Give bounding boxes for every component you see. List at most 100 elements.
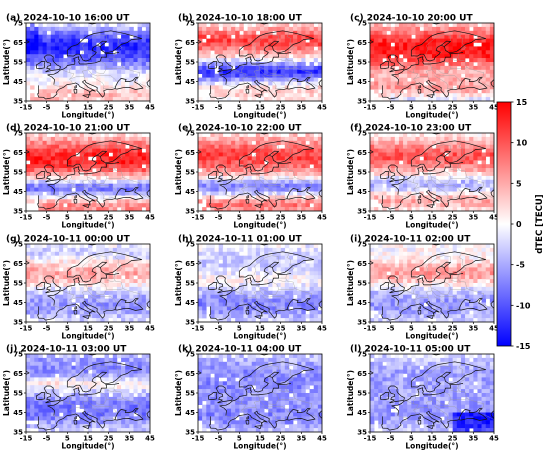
panel-title: (k) 2024-10-11 04:00 UT — [178, 345, 302, 355]
x-tick-label: -5 — [387, 214, 395, 222]
x-tick-label: -15 — [364, 214, 377, 222]
y-tick-label: 55 — [13, 390, 23, 398]
panel-title: (i) 2024-10-11 02:00 UT — [350, 235, 471, 245]
x-axis-label: Longitude(°) — [405, 332, 458, 341]
x-tick-label: -15 — [364, 104, 377, 112]
coastlines — [26, 354, 150, 431]
x-tick-label: 15 — [255, 104, 265, 112]
x-tick-label: 25 — [448, 435, 458, 443]
x-tick-label: -5 — [215, 435, 223, 443]
y-tick-label: 45 — [357, 299, 367, 307]
x-tick-label: -5 — [43, 435, 51, 443]
x-tick-label: 15 — [427, 325, 437, 333]
x-tick-label: 25 — [276, 325, 286, 333]
x-tick-label: 15 — [427, 214, 437, 222]
y-tick-label: 65 — [185, 260, 195, 268]
x-tick-label: -5 — [215, 104, 223, 112]
map-panel: (a) 2024-10-10 16:00 UT -15 -5 5 15 25 35 45 35 4… — [2, 14, 155, 120]
x-tick-label: 5 — [237, 435, 242, 443]
x-axis-label: Longitude(°) — [61, 111, 114, 120]
x-tick-label: 35 — [468, 214, 478, 222]
colorbar-tick-label: -15 — [516, 342, 531, 351]
x-tick-label: 45 — [145, 325, 155, 333]
x-tick-label: 35 — [124, 325, 134, 333]
panel-title: (l) 2024-10-11 05:00 UT — [350, 345, 471, 355]
x-tick-label: 45 — [317, 104, 327, 112]
y-axis-label: Latitude(°) — [346, 149, 355, 195]
y-tick-label: 65 — [357, 370, 367, 378]
x-tick-label: 45 — [317, 435, 327, 443]
y-tick-label: 35 — [13, 319, 23, 327]
x-tick-label: 15 — [83, 104, 93, 112]
x-tick-label: 5 — [409, 104, 414, 112]
coastlines — [198, 133, 322, 210]
y-tick-label: 35 — [185, 208, 195, 216]
y-tick-label: 35 — [13, 208, 23, 216]
x-tick-label: 45 — [489, 325, 499, 333]
x-tick-label: 35 — [296, 214, 306, 222]
y-axis-label: Latitude(°) — [346, 370, 355, 416]
x-tick-label: 15 — [255, 325, 265, 333]
x-tick-label: 25 — [104, 214, 114, 222]
x-tick-label: 45 — [489, 104, 499, 112]
x-tick-label: -5 — [215, 214, 223, 222]
x-tick-label: -15 — [20, 214, 33, 222]
country-borders — [53, 143, 150, 200]
x-tick-label: 45 — [317, 214, 327, 222]
x-tick-label: 25 — [104, 104, 114, 112]
coastlines — [370, 244, 494, 321]
y-axis-label: Latitude(°) — [174, 149, 183, 195]
colorbar-gradient — [496, 101, 512, 347]
panel-title: (g) 2024-10-11 00:00 UT — [6, 235, 131, 245]
x-tick-label: 35 — [468, 435, 478, 443]
country-borders — [397, 143, 494, 200]
y-tick-label: 45 — [185, 299, 195, 307]
x-tick-label: -15 — [364, 325, 377, 333]
x-tick-label: 15 — [83, 435, 93, 443]
x-tick-label: -5 — [43, 325, 51, 333]
map-panel: (g) 2024-10-11 00:00 UT -15 -5 5 15 25 35 45 35 4… — [2, 235, 155, 341]
country-borders — [225, 364, 322, 421]
coastlines — [370, 133, 494, 210]
y-tick-label: 75 — [185, 20, 195, 28]
x-tick-label: 45 — [489, 214, 499, 222]
x-tick-label: 45 — [145, 214, 155, 222]
x-tick-label: 35 — [296, 325, 306, 333]
x-tick-label: 25 — [276, 214, 286, 222]
colorbar-label: dTEC [TECU] — [535, 194, 545, 254]
dtec-heatmap — [370, 23, 494, 101]
x-tick-label: 25 — [448, 214, 458, 222]
x-tick-label: 5 — [65, 325, 70, 333]
y-tick-label: 75 — [13, 130, 23, 138]
panel-title: (h) 2024-10-11 01:00 UT — [178, 235, 303, 245]
y-tick-label: 45 — [185, 409, 195, 417]
y-axis-label: Latitude(°) — [2, 260, 11, 306]
x-tick-label: 25 — [276, 104, 286, 112]
y-tick-label: 65 — [185, 149, 195, 157]
x-tick-label: -15 — [364, 435, 377, 443]
map-panel: (e) 2024-10-10 22:00 UT -15 -5 5 15 25 35 45 35 4… — [174, 124, 327, 230]
dtec-heatmap — [26, 133, 150, 211]
y-axis-label: Latitude(°) — [2, 149, 11, 195]
map-panel: (d) 2024-10-10 21:00 UT -15 -5 5 15 25 35 45 35 4… — [2, 124, 155, 230]
y-tick-label: 45 — [13, 409, 23, 417]
y-tick-label: 55 — [357, 59, 367, 67]
y-axis-label: Latitude(°) — [174, 370, 183, 416]
y-axis-label: Latitude(°) — [346, 39, 355, 85]
y-tick-label: 35 — [185, 98, 195, 106]
x-tick-label: -15 — [192, 214, 205, 222]
x-tick-label: 35 — [296, 104, 306, 112]
x-tick-label: -15 — [192, 104, 205, 112]
y-tick-label: 75 — [357, 20, 367, 28]
y-tick-label: 75 — [13, 351, 23, 359]
x-tick-label: 5 — [409, 325, 414, 333]
y-tick-label: 35 — [357, 98, 367, 106]
x-tick-label: -15 — [192, 435, 205, 443]
country-borders — [225, 33, 322, 90]
country-borders — [53, 254, 150, 311]
y-tick-label: 75 — [185, 351, 195, 359]
country-borders — [397, 33, 494, 90]
x-axis-label: Longitude(°) — [405, 111, 458, 120]
y-tick-label: 45 — [13, 299, 23, 307]
x-tick-label: 15 — [83, 325, 93, 333]
